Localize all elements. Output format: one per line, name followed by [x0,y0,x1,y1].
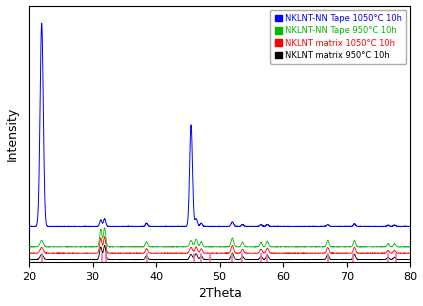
X-axis label: 2Theta: 2Theta [198,287,242,300]
Y-axis label: Intensity: Intensity [5,107,19,161]
Legend: NKLNT-NN Tape 1050°C 10h, NKLNT-NN Tape 950°C 10h, NKLNT matrix 1050°C 10h, NKLN: NKLNT-NN Tape 1050°C 10h, NKLNT-NN Tape … [270,10,406,64]
